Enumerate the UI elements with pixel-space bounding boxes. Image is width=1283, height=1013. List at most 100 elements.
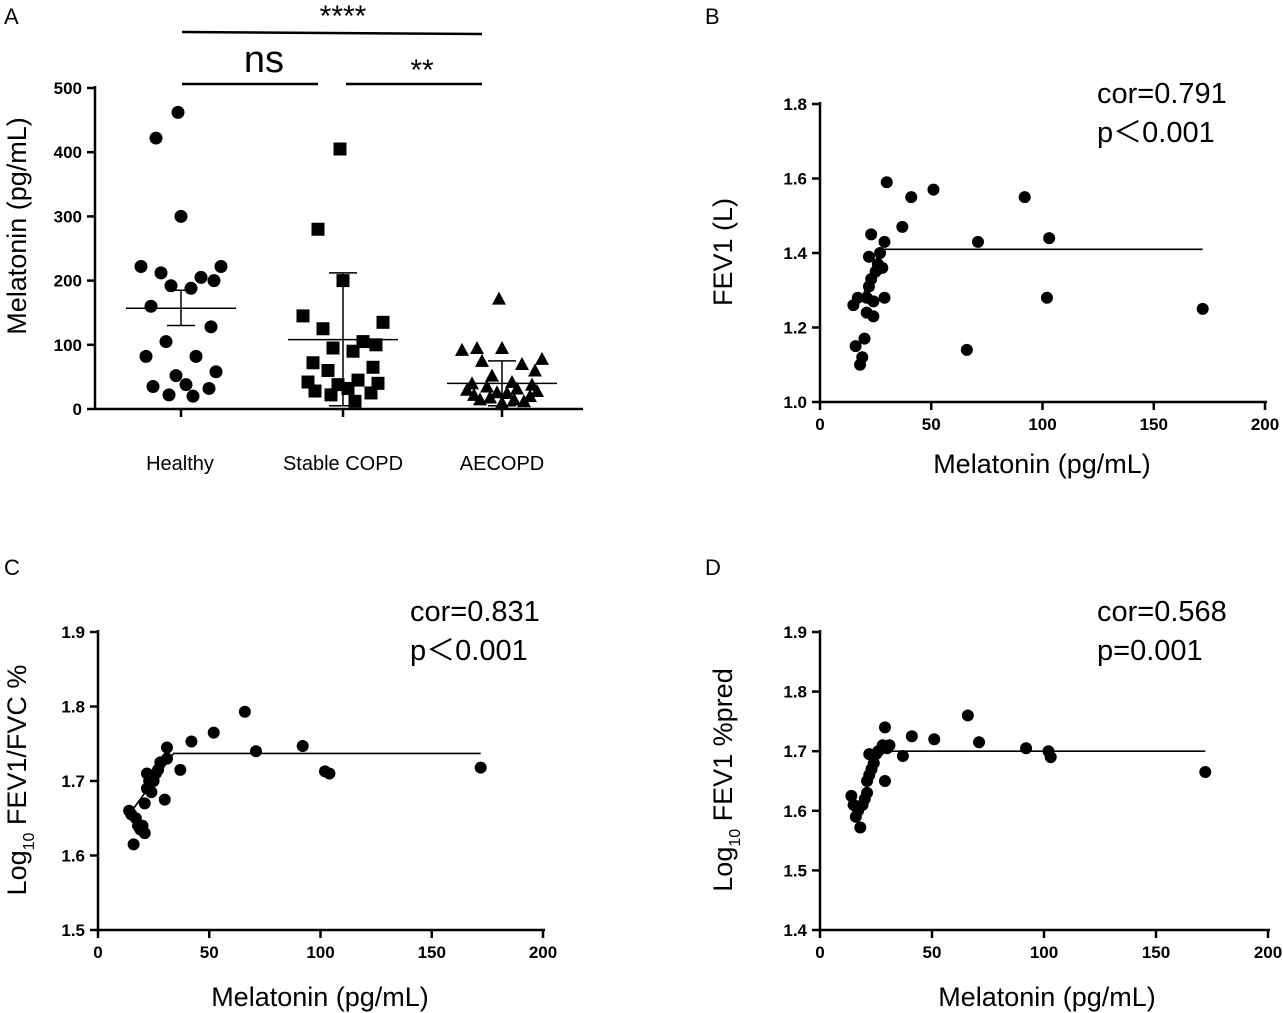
- panel-a-point-healthy: [169, 369, 183, 383]
- panel-a-point-healthy: [209, 365, 223, 379]
- panel-a-ylabel: Melatonin (pg/mL): [2, 117, 32, 335]
- panel-c-point: [296, 739, 309, 752]
- panel-a-point-aecopd: [455, 342, 469, 356]
- panel-a-point-stable-copd: [376, 315, 390, 329]
- panel-d-ytick-label: 1.7: [783, 742, 807, 761]
- panel-c-point: [207, 726, 220, 739]
- panel-d-point: [1199, 766, 1212, 779]
- panel-c-ytick-label: 1.7: [61, 772, 85, 791]
- panel-b-ytick-label: 1.6: [783, 170, 807, 189]
- sig-bar-healthy-aecopd: [181, 30, 483, 36]
- panel-a-point-healthy: [189, 349, 203, 363]
- panel-b-point: [865, 228, 878, 241]
- panel-d-point: [854, 821, 867, 834]
- panel-b-ylabel: FEV1 (L): [708, 198, 738, 306]
- panel-b-point: [971, 235, 984, 248]
- panel-b-ytick-label: 1.4: [783, 244, 807, 263]
- panel-a-point-aecopd: [480, 379, 494, 393]
- panel-b-point: [880, 176, 893, 189]
- panel-a-point-stable-copd: [369, 338, 383, 352]
- panel-c-point: [474, 761, 487, 774]
- panel-d-point: [961, 709, 974, 722]
- panel-a-chart: Melatonin (pg/mL) 0 100 200 300 400 500 Healt…: [2, 0, 583, 475]
- panel-a-point-aecopd: [515, 357, 529, 371]
- panel-d-xtick-label: 150: [1142, 943, 1170, 962]
- panel-b-xtick-label: 0: [815, 415, 824, 434]
- panel-b-point: [896, 220, 909, 233]
- panel-b-point: [876, 261, 889, 274]
- panel-a-point-aecopd: [475, 353, 489, 367]
- panel-d-point: [1044, 751, 1057, 764]
- panel-d-point: [973, 736, 986, 749]
- panel-a-point-aecopd: [460, 382, 474, 396]
- panel-a-point-aecopd: [490, 385, 504, 399]
- panel-d-point: [883, 739, 896, 752]
- panel-a-point-stable-copd: [331, 378, 345, 392]
- panel-a-point-aecopd: [483, 390, 497, 404]
- panel-a-point-stable-copd: [316, 322, 330, 336]
- panel-a-point-stable-copd: [308, 384, 322, 398]
- panel-b-xtick-label: 100: [1028, 415, 1056, 434]
- panel-c-ytick-label: 1.6: [61, 847, 85, 866]
- panel-a-point-healthy: [174, 209, 188, 223]
- panel-c-ytick-label: 1.5: [61, 921, 85, 940]
- panel-a-point-aecopd: [473, 392, 487, 406]
- panel-a-point-healthy: [146, 380, 160, 394]
- sig-label-healthy-aecopd: ****: [320, 0, 367, 33]
- panel-b-point: [878, 291, 891, 304]
- panel-c-point: [238, 705, 251, 718]
- panel-a-point-healthy: [171, 105, 185, 119]
- panel-c-point: [160, 741, 173, 754]
- panel-c-pvalue: p＜0.001: [410, 635, 528, 667]
- panel-b-point: [905, 191, 918, 204]
- panel-label-a: A: [4, 4, 19, 29]
- panel-a-point-stable-copd: [326, 341, 340, 355]
- panel-a-point-healthy: [139, 349, 153, 363]
- sig-label-stable-aecopd: **: [410, 54, 434, 87]
- panel-b-ytick-label: 1.8: [783, 95, 807, 114]
- panel-a-point-aecopd: [535, 351, 549, 365]
- panel-a-point-stable-copd: [321, 363, 335, 377]
- panel-b-point: [927, 183, 940, 196]
- panel-b-ytick-label: 1.0: [783, 393, 807, 412]
- panel-c-point: [160, 752, 173, 765]
- panel-d-xtick-label: 100: [1030, 943, 1058, 962]
- panel-a-point-healthy: [214, 259, 228, 273]
- panel-a-point-stable-copd: [341, 381, 355, 395]
- panel-a-point-aecopd: [485, 368, 499, 382]
- panel-a-category-label: Stable COPD: [283, 453, 403, 475]
- panel-a-point-healthy: [159, 335, 173, 349]
- panel-c-point: [249, 745, 262, 758]
- panel-a-point-stable-copd: [366, 360, 380, 374]
- panel-c-chart: Log10 FEV1/FVC % Melatonin (pg/mL) cor=0…: [2, 596, 557, 1012]
- panel-d-xtick-label: 50: [923, 943, 942, 962]
- panel-b-point: [960, 343, 973, 356]
- panel-b-xtick-label: 150: [1140, 415, 1168, 434]
- panel-c-ylabel: Log10 FEV1/FVC %: [2, 665, 38, 896]
- panel-b-chart: FEV1 (L) Melatonin (pg/mL) cor=0.791 p＜0…: [708, 78, 1279, 479]
- panel-a-ytick-label: 100: [54, 336, 82, 355]
- panel-a-ytick-label: 300: [54, 207, 82, 226]
- panel-label-d: D: [705, 555, 721, 580]
- panel-a-point-aecopd: [492, 291, 506, 305]
- panel-d-ytick-label: 1.9: [783, 623, 807, 642]
- panel-a-category-label: AECOPD: [460, 453, 544, 475]
- panel-c-xlabel: Melatonin (pg/mL): [211, 982, 429, 1012]
- panel-b-point: [849, 340, 862, 353]
- panel-b-point: [1018, 191, 1031, 204]
- panel-a-point-stable-copd: [351, 373, 365, 387]
- panel-a-point-stable-copd: [306, 356, 320, 370]
- panel-b-point: [856, 351, 869, 364]
- panel-a-point-healthy: [162, 388, 176, 402]
- panel-a-ytick-label: 400: [54, 143, 82, 162]
- panel-d-point: [905, 730, 918, 743]
- panel-a-point-aecopd: [510, 381, 524, 395]
- panel-c-point: [138, 827, 151, 840]
- panel-a-point-stable-copd: [346, 344, 360, 358]
- panel-d-ytick-label: 1.6: [783, 802, 807, 821]
- panel-d-cor: cor=0.568: [1097, 596, 1227, 628]
- panel-c-xtick-label: 0: [93, 943, 102, 962]
- panel-a-point-healthy: [149, 131, 163, 145]
- panel-c-point: [174, 763, 187, 776]
